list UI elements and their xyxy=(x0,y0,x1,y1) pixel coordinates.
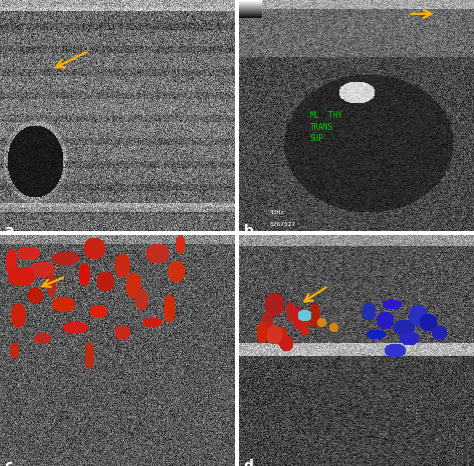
Text: 43Hz: 43Hz xyxy=(270,210,284,215)
Text: a: a xyxy=(5,224,14,238)
Text: 526/527: 526/527 xyxy=(270,222,296,227)
Text: d: d xyxy=(244,459,254,466)
Text: c: c xyxy=(5,459,13,466)
Text: b: b xyxy=(244,224,254,238)
Text: ML  THY
TRANS
SUP: ML THY TRANS SUP xyxy=(310,111,342,144)
